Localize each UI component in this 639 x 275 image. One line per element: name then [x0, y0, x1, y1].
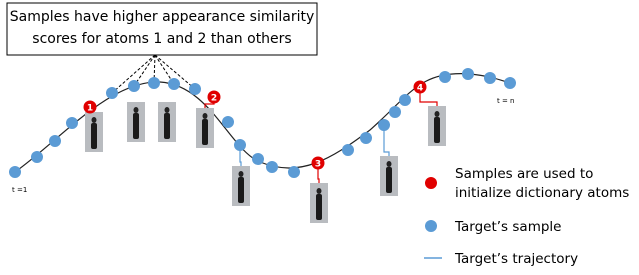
sample-dot	[49, 135, 61, 147]
time-start: t =1	[12, 186, 27, 194]
person-body	[238, 177, 244, 203]
callout-line: Samples have higher appearance similarit…	[10, 9, 315, 25]
person-body	[386, 167, 392, 193]
sample-dot	[462, 68, 474, 80]
sample-dot	[389, 106, 401, 118]
sample-dot	[439, 71, 451, 83]
person-body	[133, 113, 139, 139]
sample-dot	[66, 117, 78, 129]
legend-text: Target’s sample	[454, 219, 561, 235]
person-head	[317, 188, 322, 194]
sample-dot	[484, 72, 496, 84]
atom-number: 1	[87, 104, 93, 114]
sample-dot	[168, 78, 180, 90]
callout-line: scores for atoms 1 and 2 than others	[32, 31, 291, 47]
sample-dot	[378, 119, 390, 131]
person-head	[134, 107, 139, 113]
diagram: Samples have higher appearance similarit…	[0, 0, 639, 275]
sample-dot	[399, 94, 411, 106]
legend-atom-dot	[425, 177, 437, 189]
person-body	[91, 123, 97, 149]
sample-dot	[288, 166, 300, 178]
person-head	[387, 161, 392, 167]
sample-dot	[252, 153, 264, 165]
sample-dot	[360, 132, 372, 144]
sample-dot	[504, 77, 516, 89]
person-head	[92, 117, 97, 123]
sample-dot	[342, 144, 354, 156]
person-body	[202, 119, 208, 145]
sample-dot	[189, 83, 201, 95]
legend-sample-dot	[425, 220, 437, 232]
sample-dot	[222, 116, 234, 128]
person-head	[165, 107, 170, 113]
atom-number: 3	[315, 160, 321, 170]
sample-dot	[148, 77, 160, 89]
sample-dot	[9, 166, 21, 178]
legend-text: Target’s trajectory	[454, 251, 578, 267]
atom-number: 2	[211, 94, 217, 104]
sample-dot	[31, 151, 43, 163]
time-end: t = n	[497, 97, 515, 105]
person-body	[434, 117, 440, 143]
sample-dot	[234, 139, 246, 151]
sample-dot	[266, 161, 278, 173]
legend-text: initialize dictionary atoms	[455, 185, 629, 201]
legend-text: Samples are used to	[455, 166, 593, 182]
person-head	[239, 171, 244, 177]
person-body	[316, 194, 322, 220]
person-head	[203, 113, 208, 119]
sample-dot	[106, 87, 118, 99]
person-body	[164, 113, 170, 139]
person-head	[435, 111, 440, 117]
sample-dot	[128, 80, 140, 92]
atom-number: 4	[417, 84, 423, 94]
